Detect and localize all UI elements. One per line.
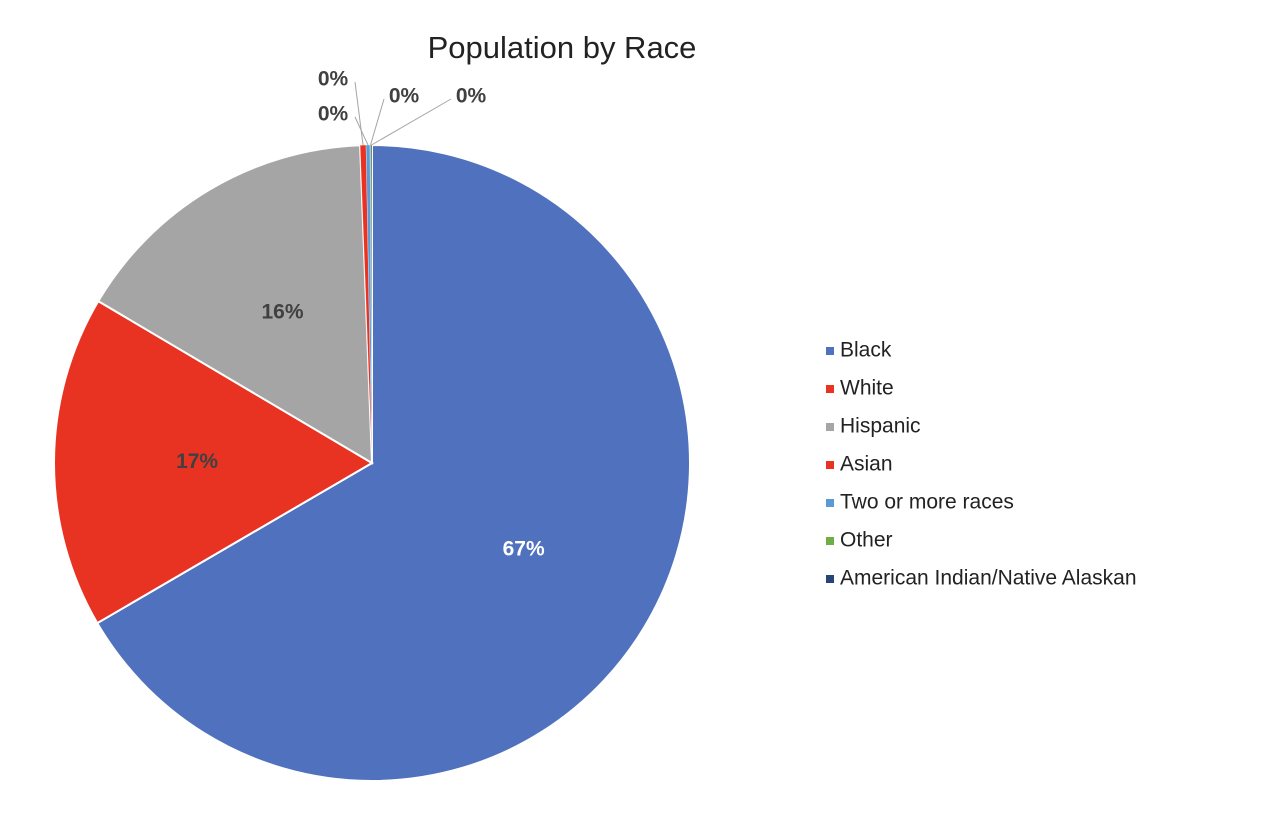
legend-swatch	[826, 423, 834, 431]
value-label: 0%	[389, 85, 420, 108]
leader-line	[370, 98, 385, 146]
leader-line	[354, 116, 369, 146]
leader-line	[354, 81, 364, 146]
value-label: 0%	[318, 103, 349, 126]
legend-label: American Indian/Native Alaskan	[840, 567, 1137, 590]
value-label: 67%	[503, 538, 545, 561]
legend-swatch	[826, 461, 834, 469]
legend-swatch	[826, 537, 834, 545]
legend-label: White	[840, 377, 894, 400]
legend-label: Hispanic	[840, 415, 921, 438]
legend-label: Other	[840, 529, 893, 552]
legend-swatch	[826, 347, 834, 355]
legend-label: Asian	[840, 453, 893, 476]
legend-swatch	[826, 385, 834, 393]
legend-label: Two or more races	[840, 491, 1014, 514]
legend-swatch	[826, 499, 834, 507]
value-label: 17%	[176, 450, 218, 473]
legend-swatch	[826, 575, 834, 583]
pie-slice	[53, 299, 374, 625]
leader-line	[371, 98, 452, 146]
chart-title: Population by Race	[428, 30, 697, 65]
value-label: 0%	[318, 68, 349, 91]
value-label: 0%	[456, 85, 487, 108]
pie-slice	[95, 143, 691, 782]
legend-label: Black	[840, 339, 892, 362]
pie-slice	[96, 144, 374, 465]
value-label: 16%	[261, 300, 303, 323]
